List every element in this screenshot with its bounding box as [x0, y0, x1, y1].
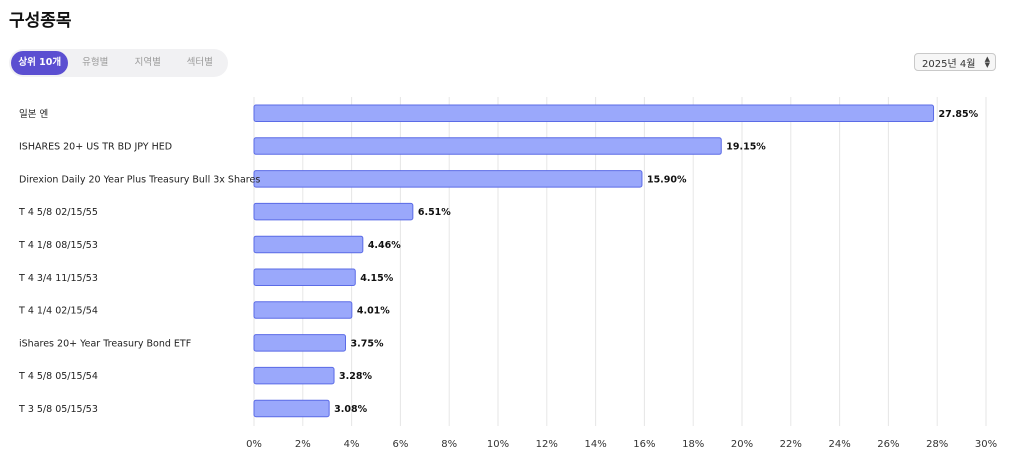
category-label: T 3 5/8 05/15/53 — [18, 404, 98, 415]
tab-by-region[interactable]: 지역별 — [134, 57, 161, 68]
tab-by-sector[interactable]: 섹터별 — [186, 57, 213, 68]
value-label: 4.15% — [360, 273, 393, 284]
tab-by-type[interactable]: 유형별 — [82, 57, 109, 68]
category-label: iShares 20+ Year Treasury Bond ETF — [19, 338, 191, 349]
bar[interactable] — [253, 104, 935, 122]
category-label: T 4 1/8 08/15/53 — [18, 240, 98, 251]
category-label: T 4 5/8 02/15/55 — [18, 207, 98, 218]
value-label: 3.08% — [334, 404, 367, 415]
bar[interactable] — [253, 235, 364, 254]
updown-arrows-icon: ▲ ▼ — [984, 55, 990, 69]
x-axis-ticks: 0% 2% 4% 6% 8% 10% 12% 14% 16% 18% 20% 22% 24% 26% 28%… — [246, 439, 997, 450]
category-label: ISHARES 20+ US TR BD JPY HED — [19, 142, 172, 153]
bar[interactable] — [253, 366, 335, 385]
bars — [253, 104, 935, 418]
x-tick-label: 22% — [780, 439, 802, 450]
category-label: Direxion Daily 20 Year Plus Treasury Bul… — [19, 174, 260, 185]
month-select-value: 2025년 4월 — [922, 58, 976, 70]
x-tick-label: 10% — [487, 439, 509, 450]
x-tick-label: 28% — [926, 439, 948, 450]
x-tick-label: 8% — [441, 439, 457, 450]
bar[interactable] — [253, 268, 356, 286]
category-labels: 일본 엔 ISHARES 20+ US TR BD JPY HED Direxion… — [18, 109, 260, 415]
value-label: 3.28% — [339, 371, 372, 382]
category-label: T 4 3/4 11/15/53 — [18, 273, 98, 284]
bar[interactable] — [253, 202, 414, 221]
x-tick-label: 30% — [975, 439, 997, 450]
bar[interactable] — [253, 334, 346, 352]
tab-top10[interactable]: 상위 10개 — [11, 51, 69, 75]
bar[interactable] — [253, 170, 643, 188]
x-tick-label: 20% — [731, 439, 753, 450]
x-tick-label: 2% — [295, 439, 311, 450]
value-label: 6.51% — [418, 207, 451, 218]
value-label: 15.90% — [647, 174, 687, 185]
x-tick-label: 12% — [536, 439, 558, 450]
x-tick-label: 24% — [828, 439, 850, 450]
value-label: 3.75% — [351, 338, 384, 349]
page-title: 구성종목 — [9, 11, 72, 31]
bar[interactable] — [253, 137, 722, 155]
value-label: 4.46% — [368, 240, 401, 251]
value-label: 19.15% — [726, 142, 766, 153]
x-tick-label: 4% — [344, 439, 360, 450]
x-tick-label: 18% — [682, 439, 704, 450]
category-label: 일본 엔 — [19, 109, 48, 120]
value-label: 27.85% — [939, 109, 979, 120]
category-label: T 4 1/4 02/15/54 — [18, 306, 98, 317]
value-labels: 27.85% 19.15% 15.90% 6.51% 4.46% 4.15% 4.01% 3.… — [334, 109, 978, 415]
x-tick-label: 0% — [246, 439, 262, 450]
x-tick-label: 16% — [633, 439, 655, 450]
tab-group: 상위 10개 유형별 지역별 섹터별 — [9, 49, 228, 77]
x-tick-label: 14% — [584, 439, 606, 450]
value-label: 4.01% — [357, 306, 390, 317]
bar[interactable] — [253, 301, 353, 319]
x-tick-label: 26% — [877, 439, 899, 450]
month-select[interactable]: 2025년 4월 ▲ ▼ — [914, 53, 996, 71]
x-tick-label: 6% — [392, 439, 408, 450]
bar[interactable] — [253, 399, 330, 418]
category-label: T 4 5/8 05/15/54 — [18, 371, 98, 382]
